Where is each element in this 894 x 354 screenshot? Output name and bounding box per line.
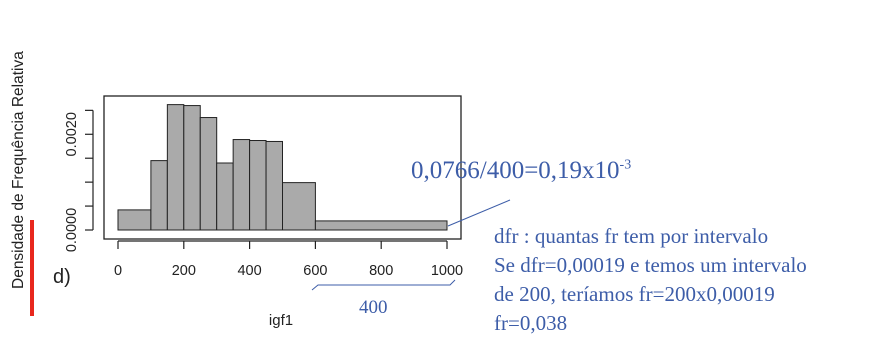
notes-block: dfr : quantas fr tem por intervalo Se dfr… <box>494 222 807 338</box>
histogram-bar-7 <box>249 140 267 231</box>
histogram-bar-1 <box>150 160 168 231</box>
histogram-bar-5 <box>216 162 234 231</box>
x-tick-label-5: 1000 <box>431 263 463 279</box>
note-line-1: Se dfr=0,00019 e temos um intervalo <box>494 253 807 277</box>
x-tick-label-3: 600 <box>303 263 327 279</box>
y-tick-label-4: 0.0020 <box>64 112 80 156</box>
x-tick-label-1: 200 <box>172 263 196 279</box>
density-formula-annotation: 0,0766/400=0,19x10-3 <box>411 157 631 185</box>
histogram-bar-2 <box>166 104 185 231</box>
red-highlight-mark <box>30 220 34 316</box>
note-line-2: de 200, teríamos fr=200x0,00019 <box>494 282 775 306</box>
y-axis-title: Densidade de Frequência Relativa <box>10 51 27 289</box>
histogram-bar-0 <box>117 209 152 231</box>
histogram-bar-6 <box>232 139 251 231</box>
x-axis: 0 200 400 600 800 1000 <box>114 240 463 279</box>
note-line-0: dfr : quantas fr tem por intervalo <box>494 224 769 248</box>
x-axis-title: igf1 <box>269 312 293 329</box>
histogram-bar-9 <box>282 182 316 231</box>
y-axis-title-group: Densidade de Frequência Relativa <box>10 51 27 289</box>
plot-frame <box>103 95 462 240</box>
y-tick-label-0: 0.0000 <box>64 208 80 252</box>
interval-bracket-line <box>311 279 456 291</box>
panel-label: d) <box>53 266 71 288</box>
note-line-3: fr=0,038 <box>494 311 568 335</box>
x-tick-label-4: 800 <box>369 263 393 279</box>
histogram-bar-4 <box>199 117 218 231</box>
formula-base: 0,0766/400=0,19x10 <box>411 157 620 184</box>
interval-width-label: 400 <box>359 297 388 318</box>
x-tick-label-2: 400 <box>237 263 261 279</box>
formula-exponent: -3 <box>619 157 632 173</box>
y-axis: 0.0000 0.0020 <box>64 109 94 252</box>
histogram-bar-8 <box>265 140 283 231</box>
histogram-bars <box>117 104 448 231</box>
histogram-bar-3 <box>183 105 201 231</box>
x-tick-label-0: 0 <box>114 263 122 279</box>
annotation-pointer-line <box>447 199 511 227</box>
histogram-bar-10 <box>314 220 448 231</box>
